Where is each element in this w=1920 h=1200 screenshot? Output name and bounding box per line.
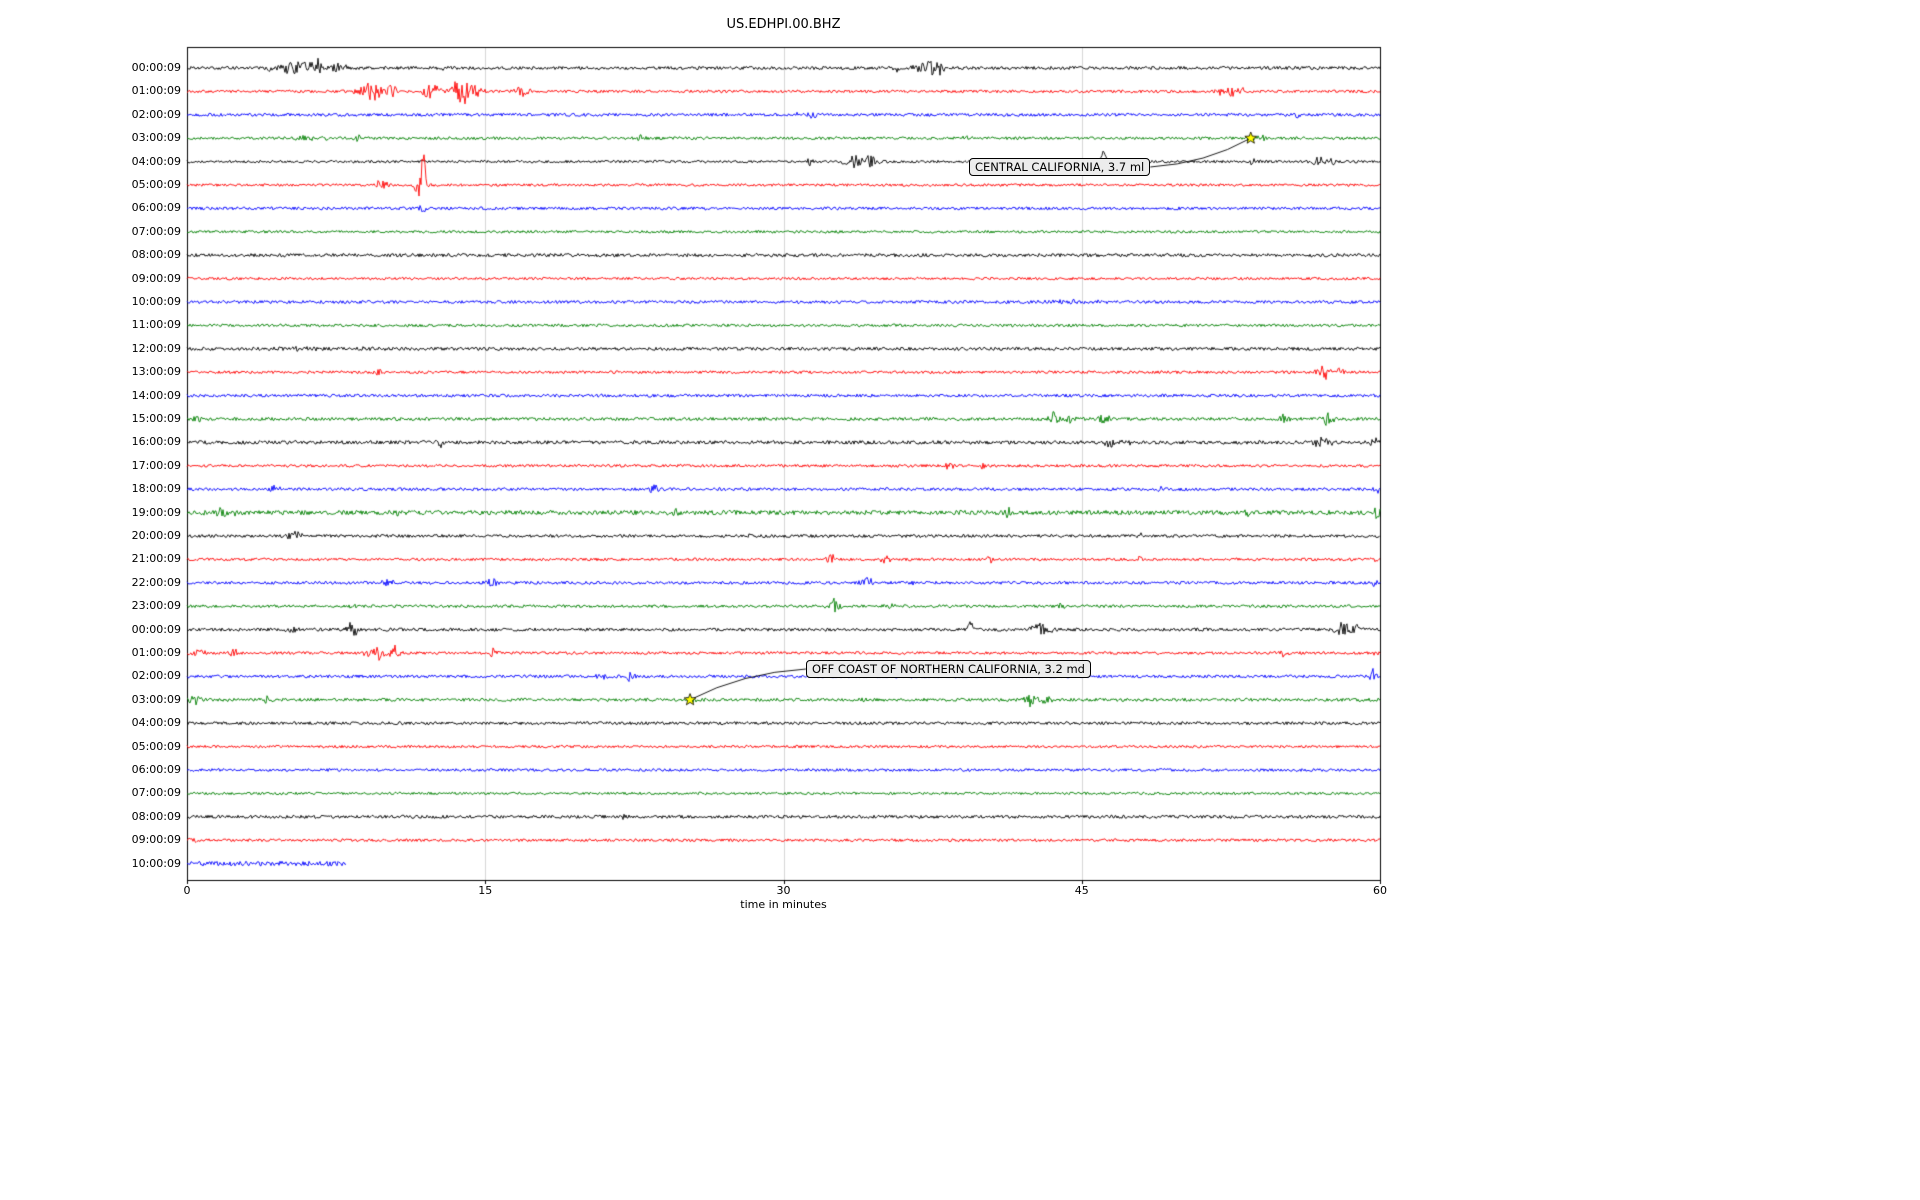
annotation-off-coast-northern-california: OFF COAST OF NORTHERN CALIFORNIA, 3.2 md [806, 660, 1091, 678]
x-axis-label: time in minutes [740, 898, 827, 911]
annotation-central-california: CENTRAL CALIFORNIA, 3.7 ml [969, 158, 1151, 176]
chart-title: US.EDHPI.00.BHZ [726, 17, 841, 32]
